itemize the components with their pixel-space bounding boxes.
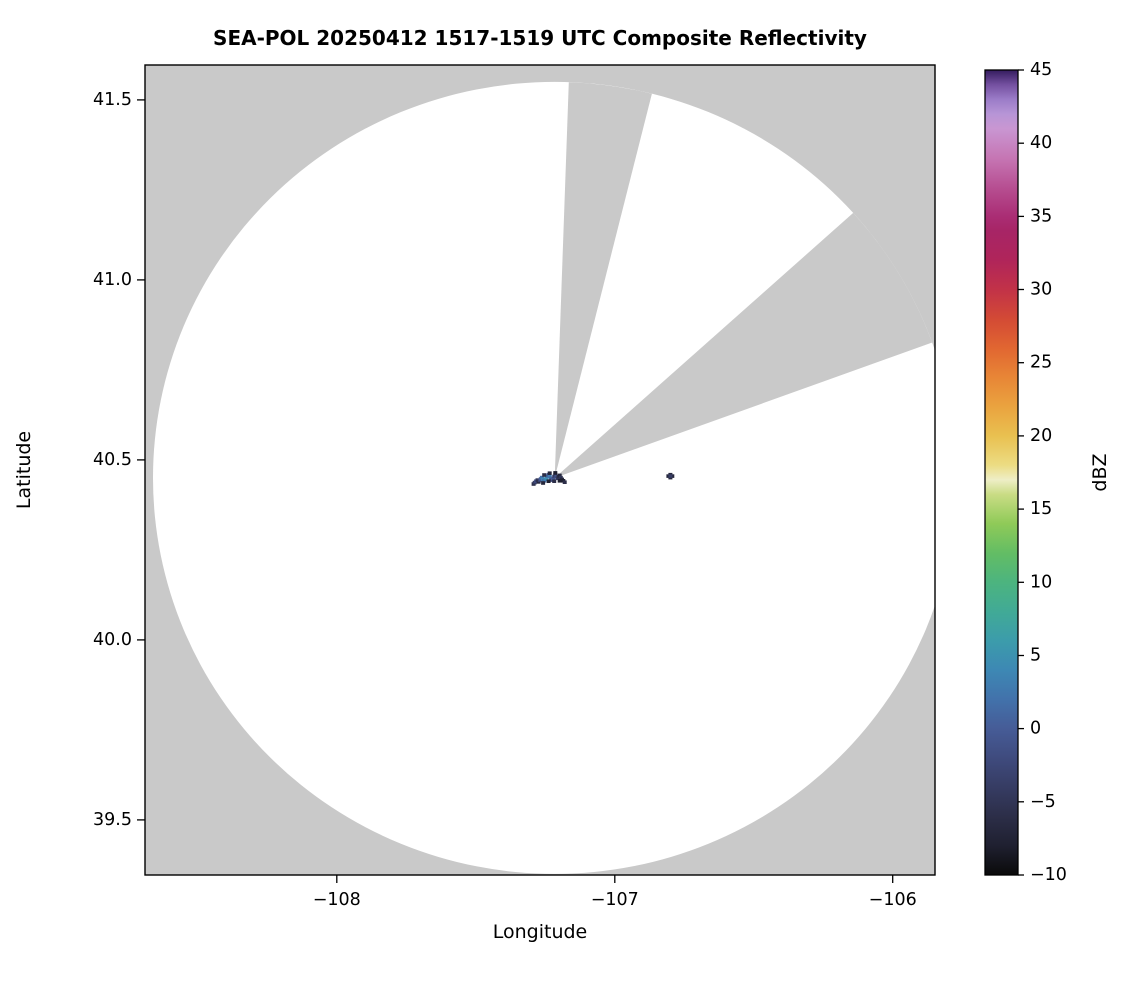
chart-title: SEA-POL 20250412 1517-1519 UTC Composite… (213, 26, 867, 50)
colorbar-tick-label: 0 (1030, 719, 1041, 739)
echo-pixel (668, 474, 673, 478)
colorbar-tick-label: 35 (1030, 206, 1052, 226)
colorbar-tick-label: 25 (1030, 353, 1052, 373)
echo-pixel (547, 471, 552, 475)
y-axis-tick-label: 41.0 (93, 270, 132, 290)
echo-pixel (535, 478, 540, 482)
colorbar-tick-label: 30 (1030, 280, 1052, 300)
colorbar-tick-label: −5 (1030, 792, 1056, 812)
x-axis-label: Longitude (493, 921, 588, 943)
echo-pixel (552, 479, 557, 483)
plot-border (144, 64, 936, 876)
echo-pixel (553, 471, 558, 475)
colorbar-tick-label: 15 (1030, 499, 1052, 519)
colorbar-tick-label: 20 (1030, 426, 1052, 446)
echo-pixel (543, 477, 548, 482)
echo-pixel (541, 481, 546, 485)
echo-pixel (557, 479, 562, 483)
blocked-sector (554, 82, 652, 478)
y-axis-tick-label: 40.5 (93, 450, 132, 470)
x-axis-tick-label: −107 (591, 890, 639, 910)
echo-pixel (558, 475, 563, 480)
y-axis-tick-label: 41.5 (93, 90, 132, 110)
echo-pixel (562, 480, 567, 484)
y-axis-tick-label: 40.0 (93, 630, 132, 650)
colorbar-tick-label: 5 (1030, 646, 1041, 666)
blocked-sector (554, 212, 933, 478)
x-axis-tick-label: −106 (869, 890, 917, 910)
colorbar-tick-label: 10 (1030, 572, 1052, 592)
colorbar-tick-label: −10 (1030, 865, 1067, 885)
echo-pixel (542, 473, 547, 477)
colorbar-gradient (985, 70, 1018, 875)
colorbar-tick-label: 40 (1030, 133, 1052, 153)
y-axis-label: Latitude (13, 431, 35, 509)
x-axis-tick-label: −108 (313, 890, 361, 910)
colorbar-tick-label: 45 (1030, 60, 1052, 80)
colorbar-border (984, 69, 1019, 876)
echo-pixel (557, 473, 562, 478)
echo-pixel (546, 479, 551, 483)
y-axis-tick-label: 39.5 (93, 810, 132, 830)
colorbar-label: dBZ (1089, 453, 1111, 491)
echo-pixel (539, 475, 544, 480)
